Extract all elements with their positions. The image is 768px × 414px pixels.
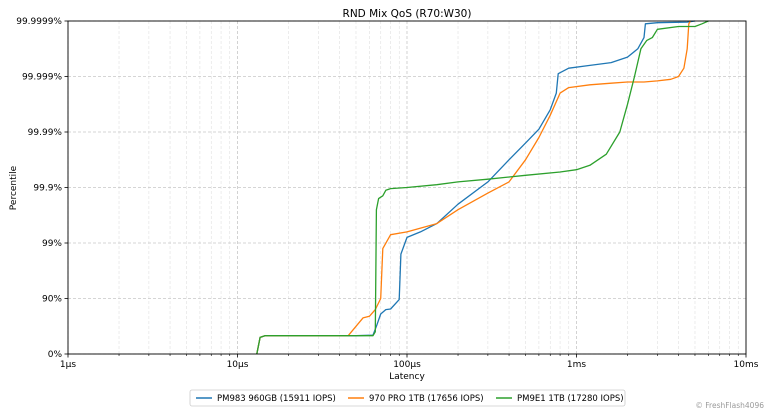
series-line-3: [256, 20, 709, 355]
x-axis-title: Latency: [389, 372, 425, 382]
legend-entry: 970 PRO 1TB (17656 IOPS): [348, 394, 484, 404]
x-tick-label: 10ms: [734, 360, 759, 370]
y-axis-title: Percentile: [9, 165, 19, 210]
y-tick-label: 90%: [42, 295, 62, 305]
y-tick-label: 99%: [42, 239, 62, 249]
x-tick-label: 1ms: [567, 360, 586, 370]
series-line-1: [256, 20, 696, 355]
legend-entry: PM9E1 1TB (17280 IOPS): [496, 394, 624, 404]
series-layer: [256, 20, 709, 355]
y-tick-label: 99.9%: [33, 184, 62, 194]
y-tick-label: 99.999%: [22, 73, 62, 83]
series-line-2: [256, 20, 691, 355]
x-tick-label: 100µs: [393, 360, 421, 370]
legend-entry: PM983 960GB (15911 IOPS): [196, 394, 336, 404]
legend: PM983 960GB (15911 IOPS) 970 PRO 1TB (17…: [189, 389, 626, 407]
watermark: © FreshFlash4096: [695, 401, 764, 410]
x-tick-label: 1µs: [60, 360, 76, 370]
x-tick-label: 10µs: [227, 360, 249, 370]
legend-label: 970 PRO 1TB (17656 IOPS): [369, 394, 484, 404]
legend-label: PM9E1 1TB (17280 IOPS): [517, 394, 624, 404]
chart-title: RND Mix QoS (R70:W30): [343, 8, 472, 20]
y-tick-label: 0%: [48, 350, 63, 360]
legend-box: [189, 389, 626, 407]
tick-marks: 1µs 10µs 100µs 1ms 10ms 0% 90% 99% 99.9% 99.99% 99…: [16, 17, 759, 370]
y-tick-label: 99.99%: [28, 128, 63, 138]
grid-lines: [67, 20, 746, 355]
y-tick-label: 99.9999%: [16, 17, 62, 27]
legend-label: PM983 960GB (15911 IOPS): [217, 394, 336, 404]
